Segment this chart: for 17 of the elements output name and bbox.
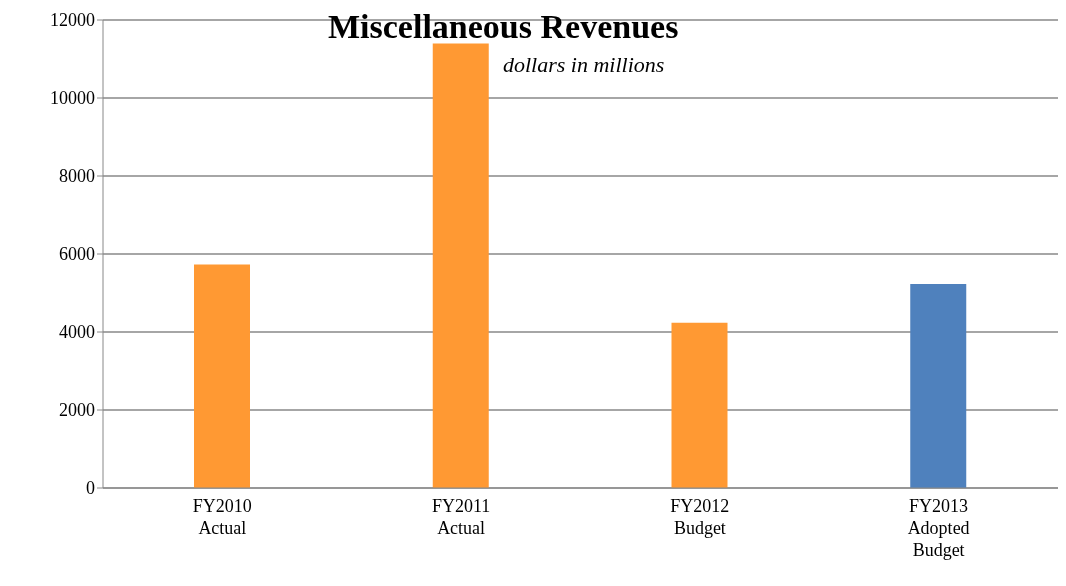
bar [194,264,250,488]
x-tick-label: FY2012 Budget [670,496,730,538]
y-tick-label: 4000 [59,322,95,343]
x-tick-label: FY2011 Actual [431,496,491,538]
bar [432,43,489,488]
y-tick-label: 6000 [59,244,95,265]
y-tick-label: 0 [86,478,95,499]
text: dollars in millions [503,52,665,78]
bar [910,284,967,488]
y-tick-label: 2000 [59,400,95,421]
x-tick-label: FY2010 Actual [192,496,252,538]
chart-title: Miscellaneous Revenues [328,8,679,46]
x-tick-label: FY2013 Adopted Budget [907,496,970,560]
y-tick-label: 8000 [59,166,95,187]
y-tick-label: 12000 [50,10,95,31]
y-tick-label: 10000 [50,88,95,109]
bar [671,322,728,488]
